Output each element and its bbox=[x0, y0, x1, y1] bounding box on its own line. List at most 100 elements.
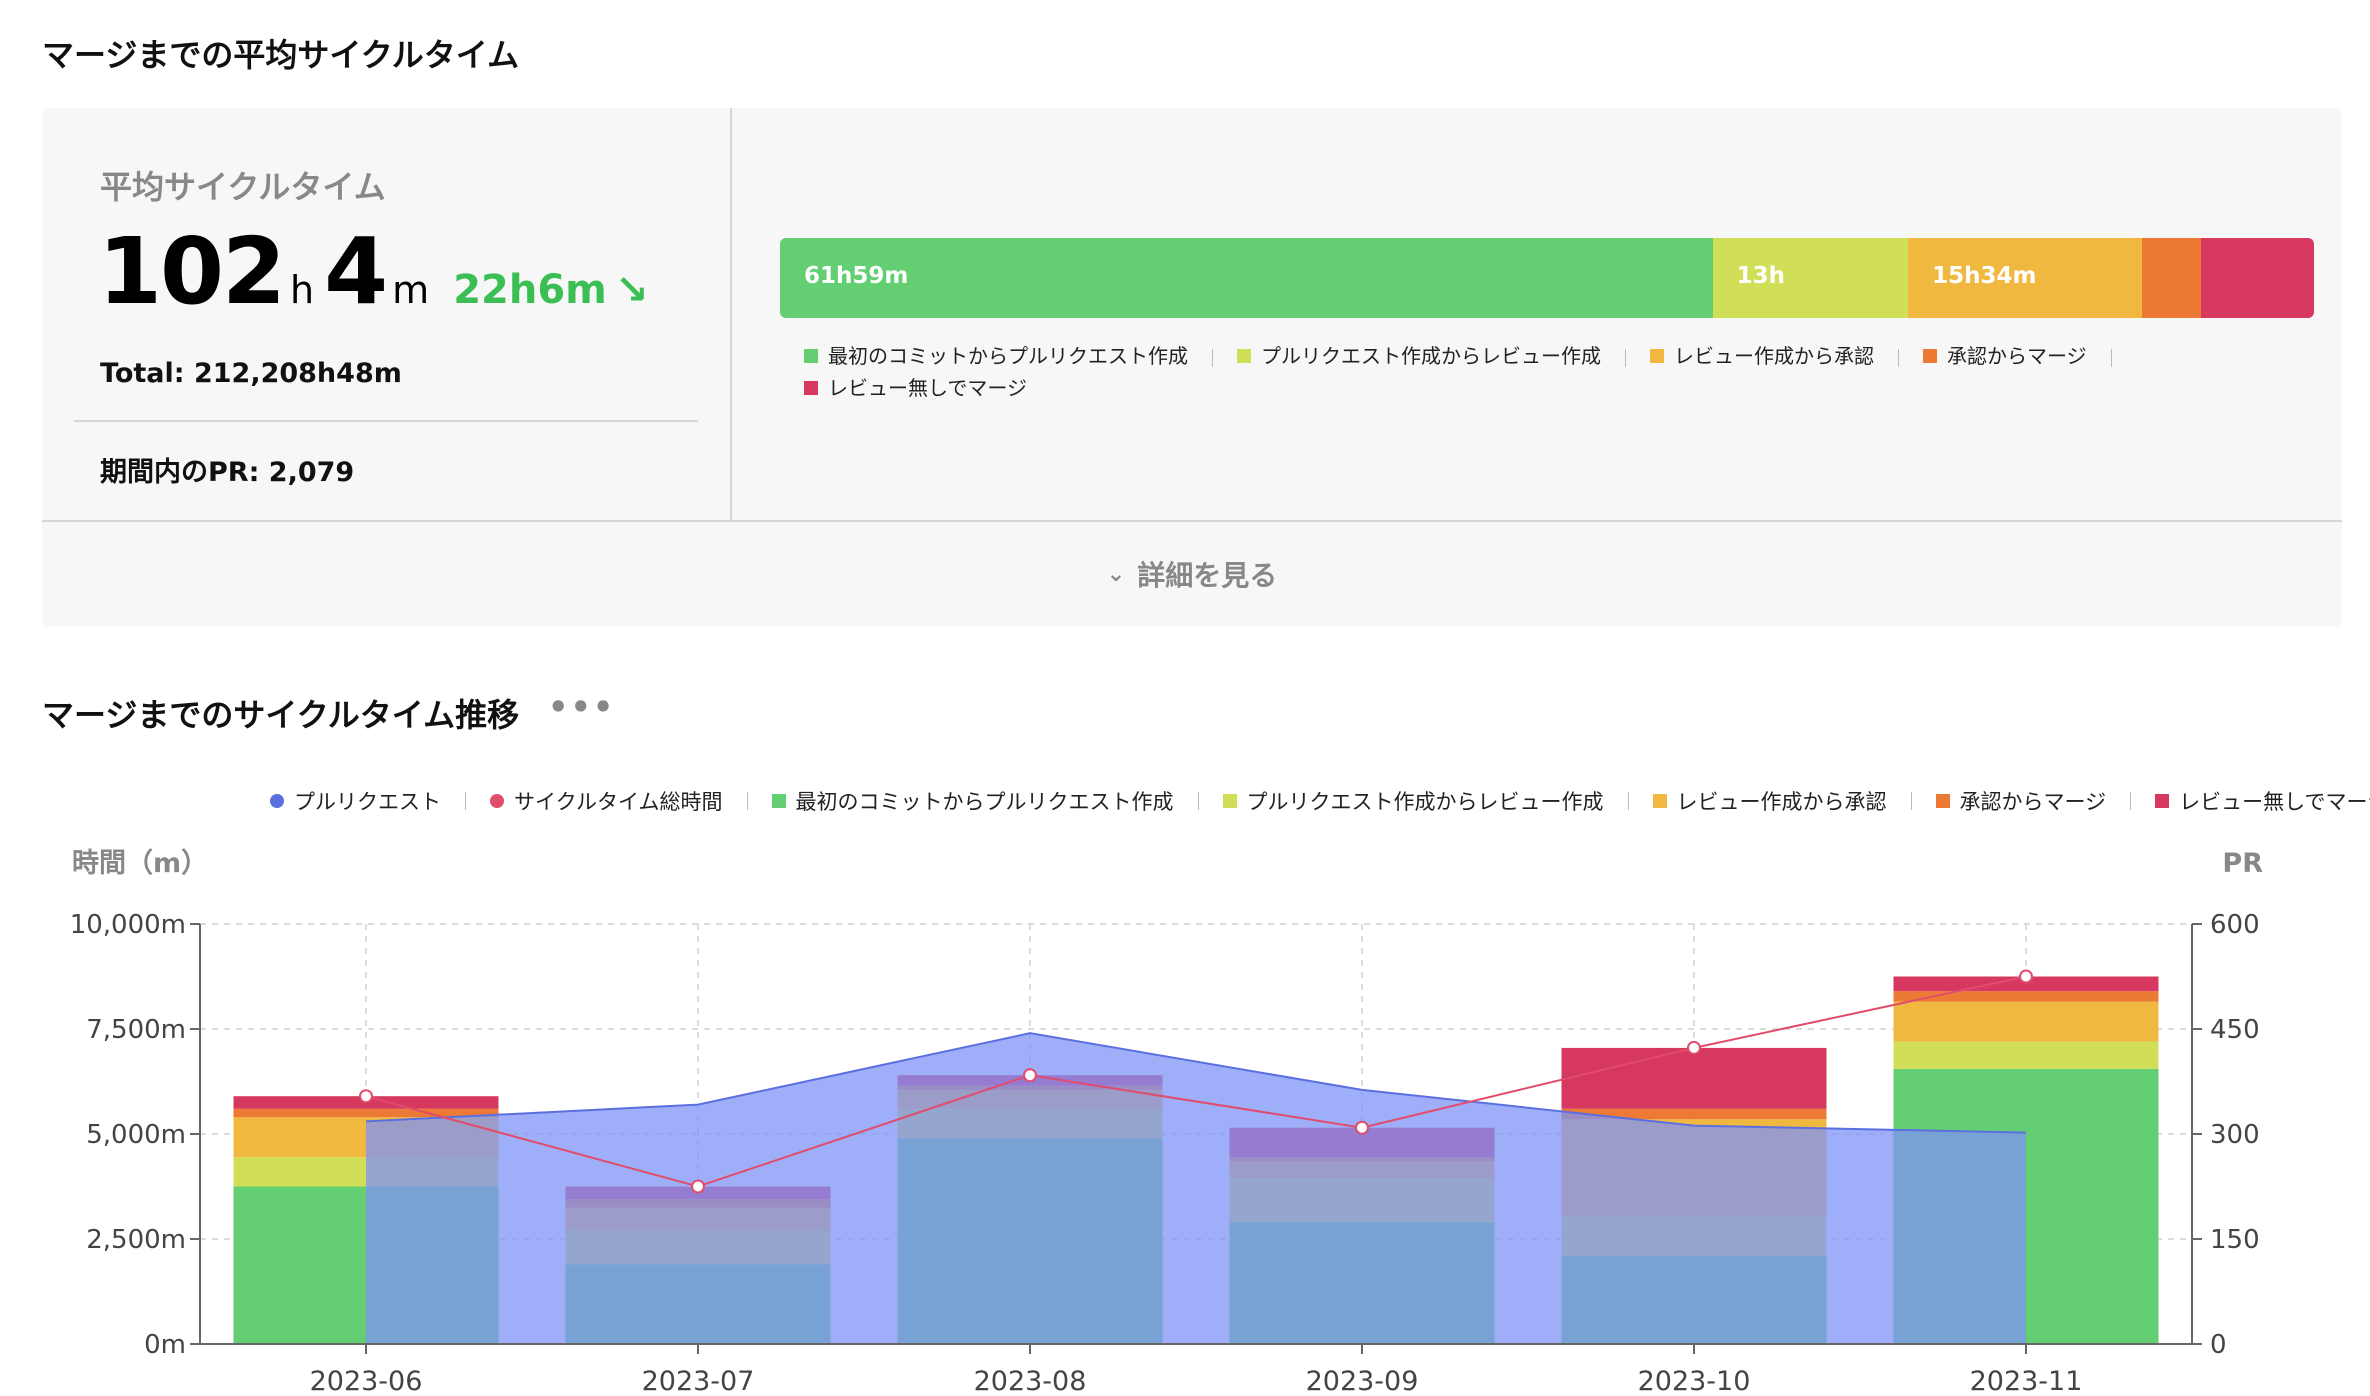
legend-item[interactable]: プルリクエスト bbox=[270, 786, 441, 816]
legend-item[interactable]: レビュー無しでマージ bbox=[804, 372, 1027, 404]
y-tick-label: 0m bbox=[144, 1330, 186, 1360]
hours-unit: h bbox=[290, 268, 315, 312]
legend-swatch bbox=[804, 381, 818, 395]
summary-card: 平均サイクルタイム 102 h 4 m 22h6m ↘ Total: 212,2… bbox=[42, 108, 2342, 626]
legend-swatch bbox=[1237, 349, 1251, 363]
breakdown-segment-label: 61h59m bbox=[804, 263, 909, 289]
legend-item[interactable]: レビュー作成から承認 bbox=[1652, 786, 1887, 816]
legend-label: レビュー作成から承認 bbox=[1674, 344, 1874, 368]
page-title: マージまでの平均サイクルタイム bbox=[42, 36, 520, 74]
show-details-label: 詳細を見る bbox=[1137, 559, 1278, 592]
breakdown-segment: 13h bbox=[1712, 238, 1909, 318]
legend-separator bbox=[1197, 792, 1199, 810]
legend-swatch bbox=[771, 794, 786, 808]
total-time-point bbox=[1687, 1040, 1701, 1055]
y-tick-label: 5,000m bbox=[86, 1120, 186, 1150]
divider bbox=[42, 520, 2342, 522]
bar-segment bbox=[233, 1108, 499, 1118]
total-time: Total: 212,208h48m bbox=[100, 358, 402, 389]
trend-legend: プルリクエスト サイクルタイム総時間 最初のコミットからプルリクエスト作成 プルリクエ… bbox=[270, 786, 2370, 816]
legend-separator bbox=[1212, 348, 1213, 367]
legend-label: レビュー無しでマージ bbox=[828, 376, 1027, 400]
hours-value: 102 bbox=[98, 218, 286, 325]
legend-separator bbox=[746, 792, 748, 810]
divider bbox=[74, 420, 698, 422]
legend-separator bbox=[1627, 792, 1629, 810]
legend-item[interactable]: サイクルタイム総時間 bbox=[490, 786, 723, 816]
legend-label: 承認からマージ bbox=[1947, 344, 2087, 368]
legend-label: プルリクエスト bbox=[294, 790, 441, 814]
breakdown-segment bbox=[2201, 238, 2314, 318]
y2-tick-label: 450 bbox=[2210, 1015, 2260, 1045]
legend-label: 最初のコミットからプルリクエスト作成 bbox=[828, 344, 1188, 368]
x-tick-label: 2023-10 bbox=[1638, 1366, 1751, 1396]
legend-separator bbox=[465, 792, 466, 810]
legend-label: プルリクエスト作成からレビュー作成 bbox=[1246, 790, 1604, 814]
legend-item[interactable]: 承認からマージ bbox=[1923, 340, 2087, 372]
y2-tick-label: 0 bbox=[2210, 1330, 2227, 1360]
x-tick-label: 2023-09 bbox=[1306, 1366, 1419, 1396]
bar-segment bbox=[1561, 1047, 1827, 1109]
y-tick-label: 7,500m bbox=[86, 1015, 186, 1045]
legend-swatch bbox=[270, 794, 284, 808]
trend-down-arrow-icon: ↘ bbox=[614, 267, 649, 313]
total-time-point bbox=[1023, 1068, 1037, 1083]
x-tick-label: 2023-07 bbox=[642, 1366, 755, 1396]
breakdown-bar: 61h59m 13h 15h34m bbox=[780, 238, 2314, 318]
summary-stats: 平均サイクルタイム 102 h 4 m 22h6m ↘ Total: 212,2… bbox=[42, 108, 732, 520]
total-time-point bbox=[691, 1179, 705, 1194]
show-details-button[interactable]: ⌄ 詳細を見る bbox=[42, 522, 2342, 626]
legend-item[interactable]: レビュー作成から承認 bbox=[1650, 340, 1874, 372]
legend-separator bbox=[1910, 792, 1912, 810]
legend-separator bbox=[2110, 348, 2112, 367]
legend-item[interactable]: プルリクエスト作成からレビュー作成 bbox=[1222, 786, 1604, 816]
x-tick-label: 2023-11 bbox=[1970, 1366, 2083, 1396]
pr-area bbox=[366, 1033, 2026, 1344]
bar-segment bbox=[1893, 976, 2159, 992]
legend-separator bbox=[1898, 348, 1899, 367]
y-tick-label: 2,500m bbox=[86, 1225, 186, 1255]
y-tick-label: 10,000m bbox=[70, 910, 186, 940]
legend-item[interactable]: 最初のコミットからプルリクエスト作成 bbox=[804, 340, 1188, 372]
breakdown-segment-label: 15h34m bbox=[1932, 263, 2037, 289]
bar-segment bbox=[1893, 991, 2159, 1002]
legend-swatch bbox=[1650, 349, 1664, 363]
x-tick-label: 2023-06 bbox=[310, 1366, 423, 1396]
bar-segment bbox=[1893, 1001, 2159, 1042]
y2-tick-label: 300 bbox=[2210, 1120, 2260, 1150]
y2-tick-label: 150 bbox=[2210, 1225, 2260, 1255]
y-axis-label: 時間（m） bbox=[72, 848, 208, 879]
legend-item[interactable]: 最初のコミットからプルリクエスト作成 bbox=[771, 786, 1174, 816]
chevron-down-icon: ⌄ bbox=[1106, 561, 1126, 587]
breakdown-segment-label: 13h bbox=[1736, 263, 1785, 289]
legend-swatch bbox=[490, 794, 504, 808]
breakdown-segment bbox=[2142, 238, 2202, 318]
bar-segment bbox=[1893, 1041, 2159, 1069]
delta-value: 22h6m bbox=[453, 267, 607, 313]
pr-line bbox=[365, 1032, 2027, 1134]
legend-label: プルリクエスト作成からレビュー作成 bbox=[1261, 344, 1601, 368]
legend-label: レビュー作成から承認 bbox=[1676, 790, 1887, 814]
average-cycle-time-value: 102 h 4 m 22h6m ↘ bbox=[98, 226, 648, 318]
legend-swatch bbox=[1222, 794, 1237, 808]
total-time-point bbox=[359, 1089, 373, 1104]
total-time-point bbox=[1355, 1120, 1369, 1135]
bar-segment bbox=[1561, 1108, 1827, 1120]
legend-separator bbox=[1625, 348, 1626, 367]
average-cycle-time-label: 平均サイクルタイム bbox=[100, 168, 386, 206]
legend-swatch bbox=[2155, 794, 2170, 808]
legend-label: 最初のコミットからプルリクエスト作成 bbox=[795, 790, 1174, 814]
total-time-line bbox=[365, 975, 2027, 1188]
legend-label: レビュー無しでマージ bbox=[2179, 790, 2370, 814]
minutes-value: 4 bbox=[324, 218, 388, 325]
pr-count: 期間内のPR: 2,079 bbox=[100, 457, 355, 488]
legend-label: サイクルタイム総時間 bbox=[514, 790, 723, 814]
more-options-icon[interactable]: ••• bbox=[548, 688, 616, 726]
legend-separator bbox=[2130, 792, 2132, 810]
legend-item[interactable]: 承認からマージ bbox=[1935, 786, 2106, 816]
trend-title: マージまでのサイクルタイム推移 bbox=[42, 696, 520, 734]
total-time-point bbox=[2019, 969, 2033, 984]
legend-item[interactable]: レビュー無しでマージ bbox=[2155, 786, 2370, 816]
legend-item[interactable]: プルリクエスト作成からレビュー作成 bbox=[1237, 340, 1601, 372]
legend-swatch bbox=[804, 349, 818, 363]
